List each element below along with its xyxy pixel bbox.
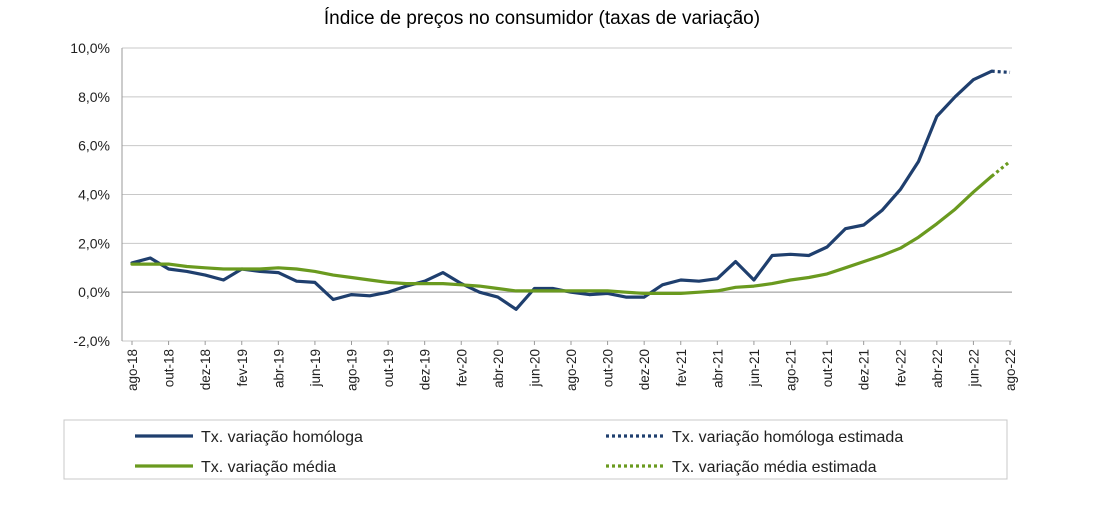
y-tick-label: 8,0% (78, 89, 110, 105)
legend-label: Tx. variação média estimada (672, 459, 877, 476)
y-tick-label: 6,0% (78, 138, 110, 154)
y-tick-label: 10,0% (70, 40, 110, 56)
series-layer (130, 69, 1012, 311)
x-tick-label: dez-21 (857, 349, 872, 390)
x-tick-label: out-18 (162, 349, 177, 387)
x-tick-label: abr-22 (930, 349, 945, 388)
y-tick-label: -2,0% (73, 333, 110, 349)
x-axis: ago-18 out-18 dez-18 fev-19 abr-19 jun-19 ago-… (122, 291, 1018, 391)
x-tick-label: dez-19 (418, 349, 433, 390)
x-tick-label: ago-20 (564, 349, 579, 391)
chart-title: Índice de preços no consumidor (taxas de… (324, 8, 760, 29)
series-line-tx-varia-o-m-dia-estimada (990, 160, 1012, 178)
x-tick-label: ago-22 (1003, 349, 1018, 391)
legend-box (63, 419, 1008, 480)
y-tick-label: 4,0% (78, 187, 110, 203)
x-tick-label: dez-18 (198, 349, 213, 390)
x-tick-label: jun-20 (527, 349, 542, 388)
legend: Tx. variação homóloga Tx. variação homólo… (63, 419, 1008, 480)
x-tick-label: abr-20 (491, 349, 506, 388)
legend-label: Tx. variação homóloga estimada (672, 429, 903, 446)
x-tick-label: fev-19 (235, 349, 250, 387)
x-tick-label: abr-21 (710, 349, 725, 388)
x-tick-label: abr-19 (271, 349, 286, 388)
x-tick-label: out-21 (820, 349, 835, 387)
x-tick-label: dez-20 (637, 349, 652, 390)
x-tick-label: ago-18 (125, 349, 140, 391)
x-tick-label: fev-22 (893, 349, 908, 387)
series-line-tx-varia-o-hom-loga (130, 69, 994, 311)
x-tick-label: jun-21 (747, 349, 762, 388)
y-tick-label: 0,0% (78, 284, 110, 300)
x-tick-label: ago-19 (345, 349, 360, 391)
x-tick-label: out-19 (381, 349, 396, 387)
gridlines (122, 47, 1012, 342)
y-tick-label: 2,0% (78, 235, 110, 251)
x-tick-label: fev-21 (674, 349, 689, 387)
x-tick-label: jun-22 (966, 349, 981, 388)
series-line-tx-varia-o-m-dia (130, 174, 994, 295)
y-axis: -2,0% 0,0% 2,0% 4,0% 6,0% 8,0% 10,0% (70, 40, 123, 349)
x-tick-label: jun-19 (308, 349, 323, 388)
legend-label: Tx. variação média (201, 459, 336, 476)
x-tick-label: ago-21 (784, 349, 799, 391)
series-line-tx-varia-o-hom-loga-estimada (991, 69, 1011, 74)
x-tick-label: out-20 (601, 349, 616, 387)
x-tick-label: fev-20 (454, 349, 469, 387)
legend-label: Tx. variação homóloga (201, 429, 363, 446)
